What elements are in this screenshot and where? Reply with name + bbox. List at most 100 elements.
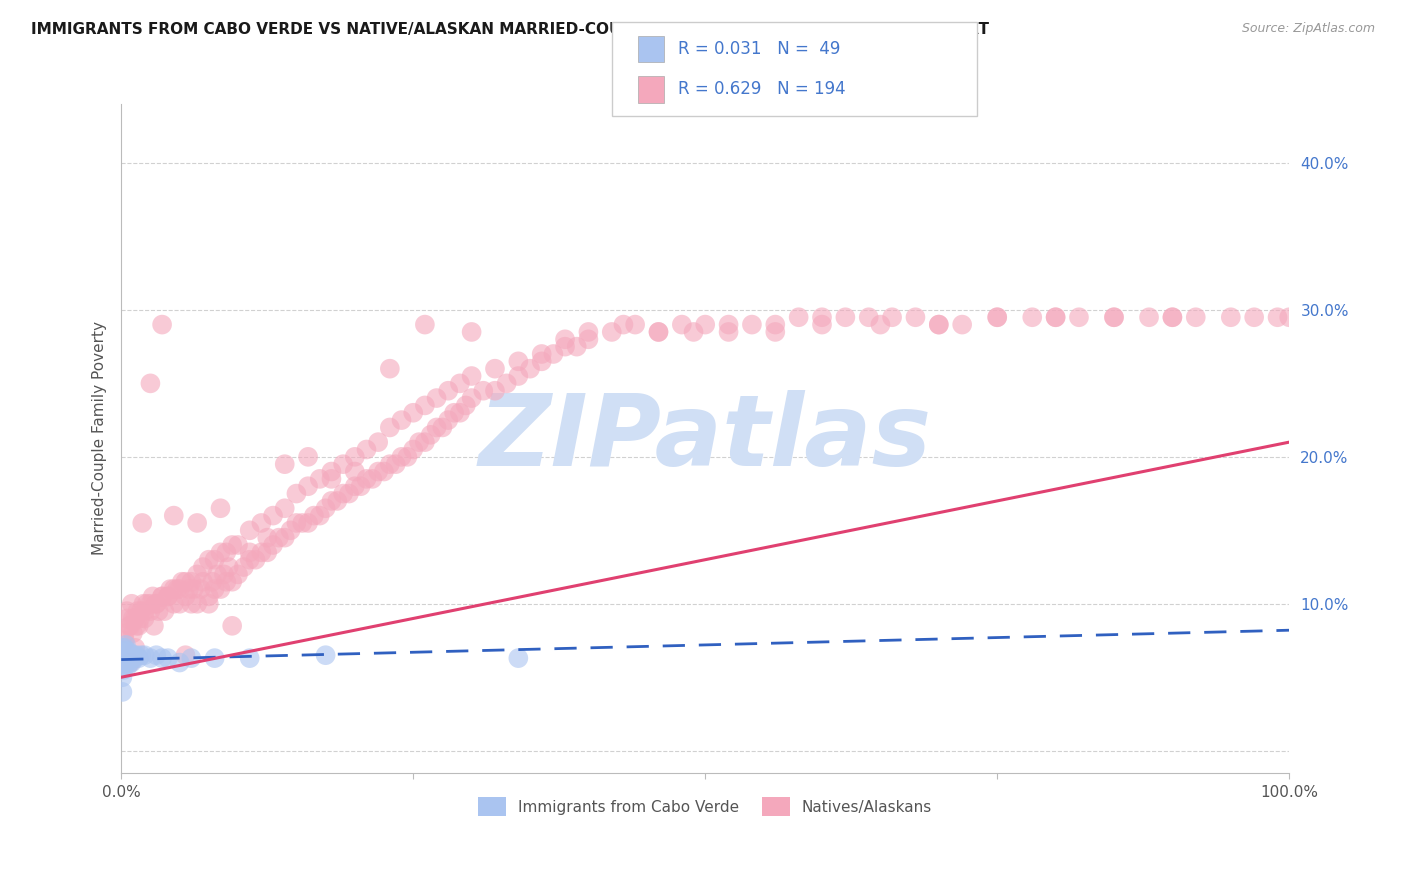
Point	[122, 648, 145, 663]
Point	[118, 645, 141, 659]
Point	[245, 552, 267, 566]
Point	[120, 648, 142, 663]
Point	[460, 325, 482, 339]
Point	[256, 545, 278, 559]
Point	[717, 325, 740, 339]
Point	[115, 604, 138, 618]
Point	[239, 651, 262, 665]
Point	[519, 361, 541, 376]
Point	[112, 645, 135, 659]
Point	[986, 310, 1008, 325]
Point	[169, 656, 191, 670]
Point	[169, 597, 191, 611]
Point	[508, 651, 530, 665]
Point	[1021, 310, 1043, 325]
Point	[239, 524, 262, 538]
Point	[117, 652, 139, 666]
Point	[928, 318, 950, 332]
Point	[114, 644, 136, 658]
Point	[163, 508, 186, 523]
Point	[554, 332, 576, 346]
Point	[1278, 310, 1301, 325]
Point	[350, 479, 373, 493]
Point	[204, 552, 226, 566]
Point	[129, 604, 152, 618]
Point	[226, 567, 249, 582]
Point	[302, 508, 325, 523]
Point	[384, 457, 406, 471]
Point	[256, 531, 278, 545]
Point	[114, 640, 136, 655]
Point	[811, 318, 834, 332]
Point	[308, 472, 330, 486]
Point	[142, 619, 165, 633]
Point	[112, 656, 135, 670]
Point	[209, 501, 232, 516]
Point	[834, 310, 856, 325]
Text: R = 0.031   N =  49: R = 0.031 N = 49	[678, 40, 839, 58]
Point	[484, 361, 506, 376]
Point	[787, 310, 810, 325]
Point	[148, 604, 170, 618]
Point	[114, 648, 136, 663]
Point	[554, 340, 576, 354]
Point	[114, 626, 136, 640]
Point	[904, 310, 927, 325]
Point	[869, 318, 891, 332]
Point	[163, 597, 186, 611]
Point	[454, 398, 477, 412]
Point	[174, 648, 197, 663]
Point	[115, 611, 138, 625]
Point	[285, 516, 308, 530]
Point	[373, 465, 395, 479]
Point	[115, 647, 138, 661]
Point	[180, 574, 202, 589]
Point	[315, 648, 337, 663]
Point	[112, 648, 135, 663]
Point	[426, 420, 449, 434]
Point	[647, 325, 669, 339]
Point	[186, 597, 208, 611]
Point	[118, 651, 141, 665]
Point	[682, 325, 704, 339]
Point	[928, 318, 950, 332]
Point	[125, 648, 148, 663]
Point	[218, 560, 240, 574]
Point	[367, 435, 389, 450]
Point	[180, 651, 202, 665]
Point	[337, 486, 360, 500]
Point	[156, 590, 179, 604]
Point	[112, 640, 135, 655]
Text: R = 0.629   N = 194: R = 0.629 N = 194	[678, 80, 845, 98]
Point	[543, 347, 565, 361]
Point	[132, 597, 155, 611]
Point	[1243, 310, 1265, 325]
Point	[321, 472, 343, 486]
Point	[1137, 310, 1160, 325]
Point	[811, 310, 834, 325]
Point	[111, 656, 134, 670]
Point	[134, 604, 156, 618]
Point	[671, 318, 693, 332]
Point	[139, 597, 162, 611]
Point	[120, 656, 142, 670]
Point	[1184, 310, 1206, 325]
Point	[460, 391, 482, 405]
Point	[115, 644, 138, 658]
Point	[285, 486, 308, 500]
Point	[367, 465, 389, 479]
Point	[215, 545, 238, 559]
Point	[239, 552, 262, 566]
Point	[129, 648, 152, 663]
Point	[472, 384, 495, 398]
Point	[262, 508, 284, 523]
Point	[204, 651, 226, 665]
Point	[135, 597, 157, 611]
Point	[111, 670, 134, 684]
Point	[332, 486, 354, 500]
Point	[150, 590, 173, 604]
Point	[495, 376, 517, 391]
Text: ZIPatlas: ZIPatlas	[478, 390, 932, 487]
Point	[449, 406, 471, 420]
Point	[121, 656, 143, 670]
